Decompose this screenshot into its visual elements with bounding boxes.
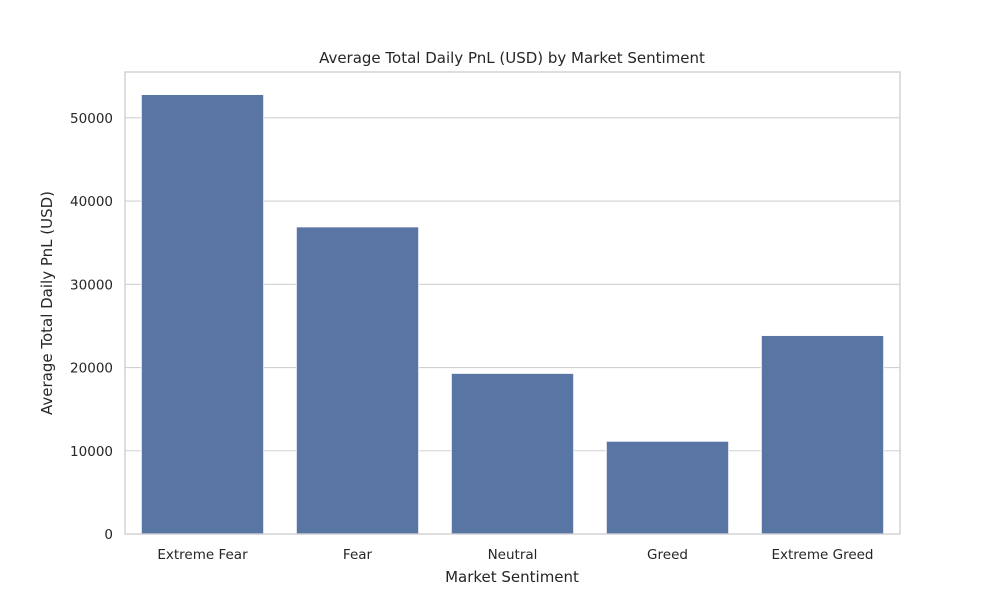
- x-tick-label: Extreme Greed: [771, 547, 873, 563]
- x-tick-label: Extreme Fear: [157, 547, 248, 563]
- x-tick-label: Fear: [343, 547, 373, 563]
- bar-greed: [605, 440, 730, 535]
- y-tick-label: 30000: [70, 277, 113, 293]
- bar-fear: [295, 226, 420, 535]
- bars: [140, 93, 885, 535]
- y-tick-label: 40000: [70, 194, 113, 210]
- y-axis-label: Average Total Daily PnL (USD): [38, 191, 56, 415]
- x-tick-label: Greed: [647, 547, 688, 563]
- bar-extreme-fear: [140, 93, 265, 535]
- y-axis-ticks: 0 10000 20000 30000 40000 50000: [70, 111, 113, 543]
- y-tick-label: 20000: [70, 361, 113, 377]
- bar-extreme-greed: [760, 334, 885, 535]
- x-axis-label: Market Sentiment: [445, 568, 579, 586]
- chart-title: Average Total Daily PnL (USD) by Market …: [319, 49, 705, 67]
- y-tick-label: 10000: [70, 444, 113, 460]
- x-axis-ticks: Extreme Fear Fear Neutral Greed Extreme Gree…: [157, 547, 873, 563]
- y-tick-label: 0: [104, 527, 113, 543]
- bar-neutral: [450, 372, 575, 535]
- y-tick-label: 50000: [70, 111, 113, 127]
- plot-frame: [124, 71, 901, 535]
- x-tick-label: Neutral: [488, 547, 538, 563]
